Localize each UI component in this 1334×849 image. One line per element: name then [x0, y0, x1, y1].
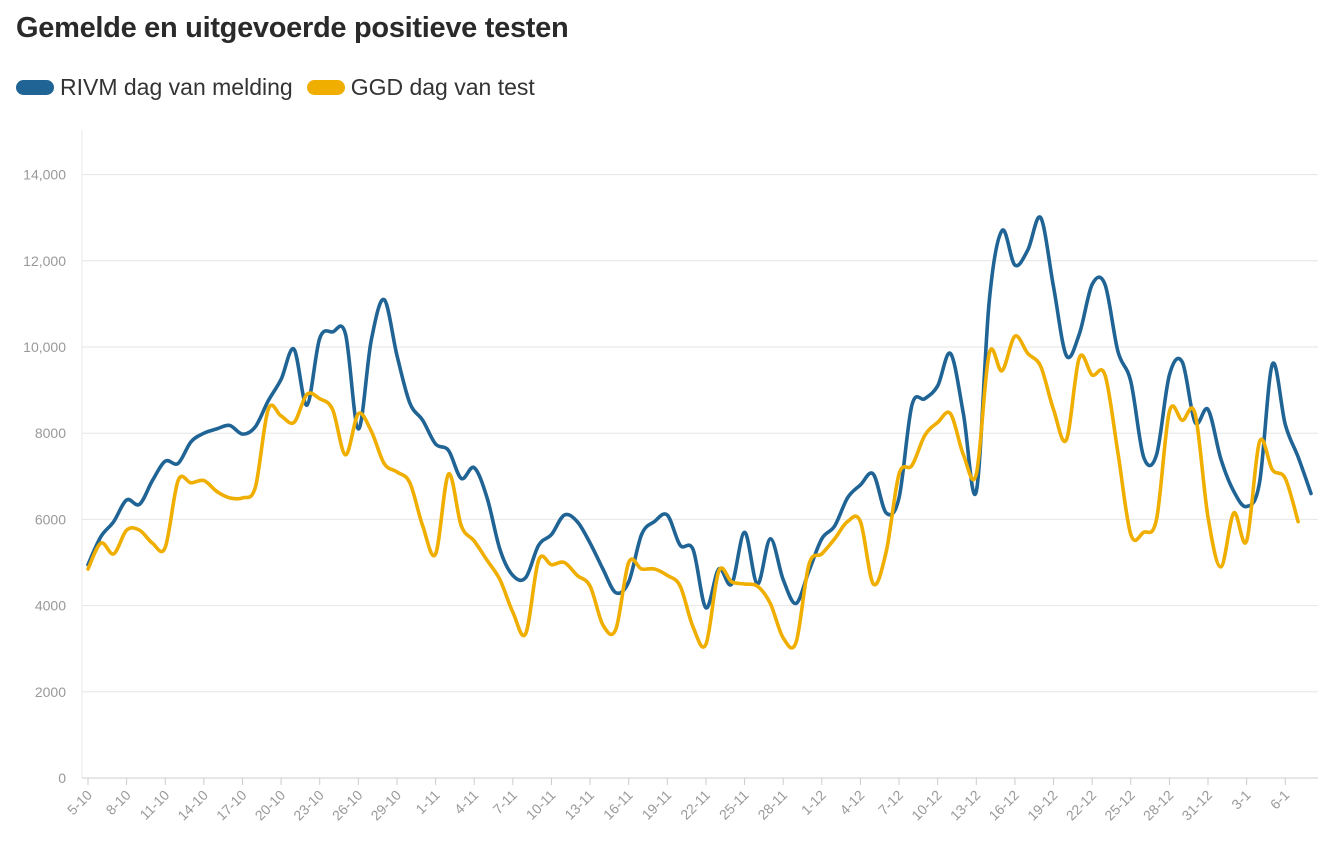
y-tick-label-2000: 2000 [35, 684, 66, 700]
x-tick-label-25-11: 25-11 [716, 787, 752, 823]
x-tick-label-10-11: 10-11 [523, 787, 559, 823]
y-tick-label-0: 0 [58, 770, 66, 786]
x-tick-label-3-1: 3-1 [1228, 787, 1254, 813]
y-tick-label-14000: 14,000 [23, 167, 66, 183]
x-tick-label-11-10: 11-10 [136, 787, 172, 823]
x-tick-label-7-12: 7-12 [875, 787, 906, 818]
x-tick-label-22-11: 22-11 [677, 787, 713, 823]
chart-title: Gemelde en uitgevoerde positieve testen [16, 12, 569, 44]
legend-item-ggd[interactable]: GGD dag van test [306, 74, 535, 101]
x-tick-label-31-12: 31-12 [1178, 787, 1215, 824]
x-tick-label-20-10: 20-10 [252, 787, 289, 824]
legend-swatch-rivm [16, 80, 54, 95]
y-tick-label-12000: 12,000 [23, 253, 66, 269]
x-tick-label-17-10: 17-10 [213, 787, 250, 824]
x-tick-label-8-10: 8-10 [103, 787, 134, 818]
x-tick-label-10-12: 10-12 [908, 787, 945, 824]
x-tick-label-26-10: 26-10 [329, 787, 366, 824]
x-tick-label-23-10: 23-10 [290, 787, 327, 824]
x-tick-label-19-12: 19-12 [1024, 787, 1061, 824]
x-tick-label-13-12: 13-12 [947, 787, 984, 824]
legend-swatch-ggd [306, 80, 345, 95]
x-tick-label-16-11: 16-11 [600, 787, 636, 823]
x-tick-label-4-11: 4-11 [451, 787, 482, 818]
x-tick-label-25-12: 25-12 [1101, 787, 1138, 824]
x-tick-label-19-11: 19-11 [639, 787, 675, 823]
y-tick-label-8000: 8000 [35, 425, 66, 441]
y-tick-label-6000: 6000 [35, 511, 66, 527]
chart-legend: RIVM dag van melding GGD dag van test [16, 74, 549, 101]
legend-item-rivm[interactable]: RIVM dag van melding [16, 74, 293, 101]
series-line-rivm[interactable] [86, 215, 1313, 610]
x-tick-label-29-10: 29-10 [367, 787, 404, 824]
x-tick-label-1-12: 1-12 [798, 787, 829, 818]
x-tick-label-4-12: 4-12 [836, 787, 867, 818]
y-tick-label-4000: 4000 [35, 598, 66, 614]
legend-label-ggd: GGD dag van test [350, 74, 535, 100]
x-tick-label-22-12: 22-12 [1063, 787, 1100, 824]
x-tick-label-6-1: 6-1 [1267, 787, 1293, 813]
legend-label-rivm: RIVM dag van melding [60, 74, 293, 100]
x-tick-label-14-10: 14-10 [174, 787, 211, 824]
x-tick-label-7-11: 7-11 [490, 787, 521, 818]
x-tick-label-13-11: 13-11 [561, 787, 597, 823]
x-tick-label-5-10: 5-10 [64, 787, 95, 818]
y-tick-label-10000: 10,000 [23, 339, 66, 355]
x-tick-label-1-11: 1-11 [412, 787, 443, 818]
x-tick-label-28-12: 28-12 [1140, 787, 1177, 824]
x-tick-label-28-11: 28-11 [754, 787, 790, 823]
series-line-ggd[interactable] [86, 334, 1300, 650]
x-tick-label-16-12: 16-12 [985, 787, 1022, 824]
